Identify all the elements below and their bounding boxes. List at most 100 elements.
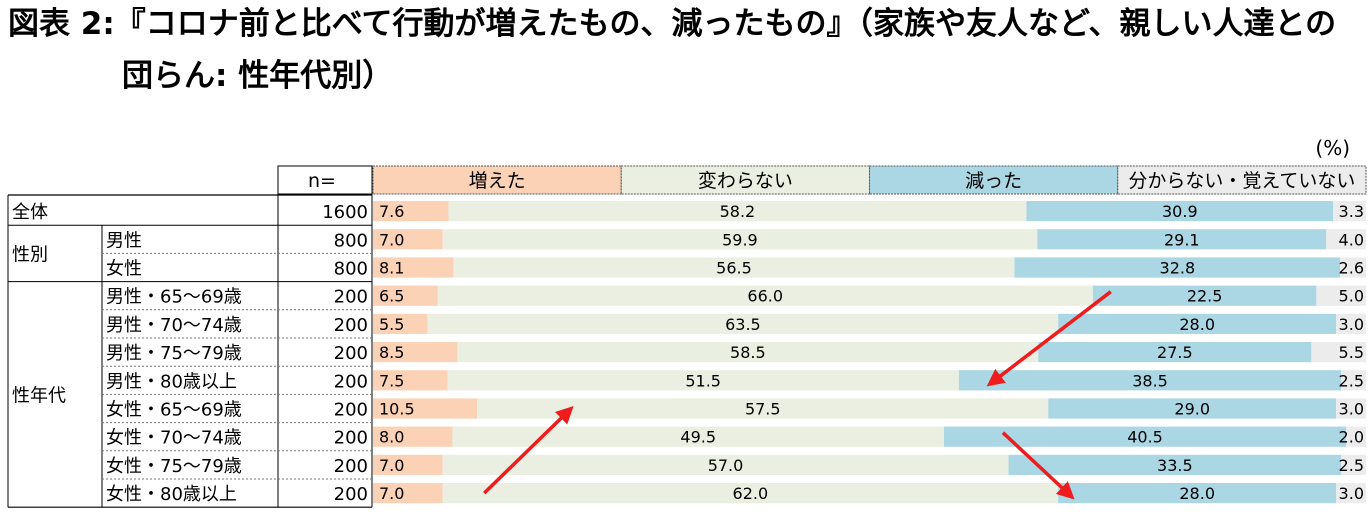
data-label: 56.5 [716,259,752,278]
bar-segment-4 [1326,229,1366,250]
n-value: 200 [334,456,368,477]
data-label: 7.0 [379,456,404,475]
n-value: 200 [334,371,368,392]
data-label: 6.5 [379,287,404,306]
bar-segment-2 [437,285,1093,306]
row-label: 女性 [106,259,142,280]
row-label: 女性・75〜79歳 [106,456,242,477]
data-label: 5.5 [379,315,404,334]
data-label: 57.5 [745,400,781,419]
bar-segment-3 [1092,285,1317,306]
n-value: 200 [334,287,368,308]
data-label: 27.5 [1157,343,1193,362]
n-header: n= [308,170,336,192]
data-label: 8.1 [379,259,404,278]
n-value: 200 [334,315,368,336]
bar-segment-2 [447,370,959,391]
data-label: 58.2 [720,202,756,221]
bar-segment-4 [1333,201,1366,222]
bar-segment-2 [452,426,944,447]
data-label: 4.0 [1339,230,1364,249]
bar-segment-3 [1058,483,1337,504]
bar-segment-2 [453,257,1015,278]
bar-segment-1 [373,398,478,419]
bar-segment-1 [373,426,453,447]
data-label: 62.0 [733,484,769,503]
bar-segment-1 [373,454,443,475]
data-label: 57.0 [708,456,744,475]
annotation-arrow-3 [1001,431,1075,500]
legend-label-3: 減った [965,170,1022,192]
data-label: 58.5 [730,343,766,362]
data-label: 3.0 [1339,484,1364,503]
data-label: 10.5 [379,400,415,419]
bar-segment-2 [442,483,1059,504]
data-label: 28.0 [1179,484,1215,503]
data-label: 8.0 [379,428,404,447]
data-label: 3.0 [1339,315,1364,334]
bar-segment-4 [1311,342,1366,363]
data-label: 30.9 [1162,202,1198,221]
bar-segment-4 [1346,426,1366,447]
annotation-arrow-1 [482,406,574,495]
data-label: 7.5 [379,371,404,390]
bar-segment-4 [1336,313,1366,334]
bar-segment-3 [958,370,1342,391]
legend-label-2: 変わらない [698,170,793,192]
row-label: 女性・80歳以上 [106,484,237,505]
row-label: 男性・70〜74歳 [106,315,242,336]
bar-segment-3 [1008,454,1342,475]
group-label: 性年代 [12,385,66,406]
bar-segment-2 [442,454,1009,475]
bar-segment-1 [373,342,458,363]
bar-segment-1 [373,483,443,504]
data-label: 8.5 [379,343,404,362]
bar-segment-4 [1316,285,1366,306]
bar-segment-2 [442,229,1038,250]
bar-segment-1 [373,285,438,306]
data-label: 40.5 [1127,428,1163,447]
unit-label: (%) [1315,136,1350,160]
row-label: 男性・65〜69歳 [106,287,242,308]
data-label: 3.3 [1339,202,1364,221]
bar-segment-4 [1340,257,1366,278]
bar-segment-1 [373,313,428,334]
n-value: 200 [334,428,368,449]
data-label: 3.0 [1339,400,1364,419]
bar-segment-2 [477,398,1049,419]
data-label: 29.0 [1174,400,1210,419]
annotation-arrow-2 [986,290,1112,387]
data-label: 7.0 [379,484,404,503]
bar-segment-3 [1038,342,1312,363]
row-label: 男性・75〜79歳 [106,343,242,364]
data-label: 2.5 [1339,456,1364,475]
data-label: 22.5 [1187,287,1223,306]
data-label: 7.0 [379,230,404,249]
bar-segment-3 [1026,201,1334,222]
legend-label-4: 分からない・覚えていない [1128,170,1355,192]
bar-segment-2 [427,313,1059,334]
data-label: 7.6 [379,202,404,221]
row-label: 男性 [106,230,142,251]
bar-segment-4 [1336,398,1366,419]
data-label: 51.5 [685,371,721,390]
n-value: 200 [334,484,368,505]
data-label: 66.0 [747,287,783,306]
group-label: 全体 [12,202,48,223]
data-label: 33.5 [1157,456,1193,475]
data-label: 59.9 [722,230,758,249]
data-label: 28.0 [1179,315,1215,334]
bar-segment-1 [373,229,443,250]
legend-label-1: 増えた [469,170,526,192]
bar-segment-3 [1014,257,1341,278]
bar-segment-2 [457,342,1039,363]
data-label: 29.1 [1164,230,1200,249]
data-label: 49.5 [680,428,716,447]
title-line-2: 団らん: 性年代別） [122,58,394,94]
bar-segment-3 [1048,398,1337,419]
bar-segment-3 [1037,229,1327,250]
bar-segment-3 [1058,313,1337,334]
bar-segment-4 [1336,483,1366,504]
bar-segment-4 [1341,454,1366,475]
